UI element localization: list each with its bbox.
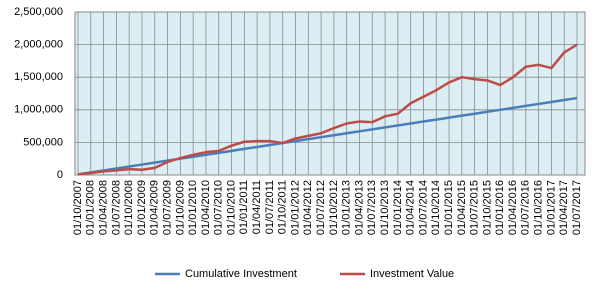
x-tick-label: 01/07/2010 xyxy=(213,180,225,235)
x-tick-label: 01/04/2017 xyxy=(558,180,570,235)
legend-label: Investment Value xyxy=(370,268,454,280)
x-tick-label: 01/10/2015 xyxy=(481,180,493,235)
x-tick-label: 01/04/2008 xyxy=(97,180,109,235)
x-tick-label: 01/10/2012 xyxy=(328,180,340,235)
x-tick-label: 01/07/2011 xyxy=(264,180,276,234)
x-tick-label: 01/01/2011 xyxy=(238,180,250,234)
x-tick-label: 01/01/2017 xyxy=(545,180,557,235)
series-line xyxy=(77,96,578,176)
x-tick-label: 01/07/2016 xyxy=(520,180,532,235)
x-tick-label: 01/10/2007 xyxy=(72,180,84,235)
x-tick-label: 01/04/2011 xyxy=(251,180,263,234)
x-tick-label: 01/04/2012 xyxy=(302,180,314,235)
x-tick-label: 01/01/2016 xyxy=(494,180,506,235)
x-tick-label: 01/01/2009 xyxy=(136,180,148,235)
y-tick-label: 2,500,000 xyxy=(14,6,63,18)
x-tick-label: 01/07/2017 xyxy=(571,180,583,235)
x-tick-label: 01/07/2014 xyxy=(417,180,429,235)
y-tick-label: 500,000 xyxy=(23,136,63,148)
x-tick-label: 01/07/2009 xyxy=(161,180,173,235)
x-tick-label: 01/10/2014 xyxy=(430,180,442,235)
x-tick-label: 01/04/2015 xyxy=(456,180,468,235)
x-tick-label: 01/04/2009 xyxy=(149,180,161,235)
plot-area xyxy=(74,11,586,176)
x-tick-label: 01/10/2011 xyxy=(277,180,289,234)
x-tick-label: 01/10/2008 xyxy=(123,180,135,235)
y-tick-label: 1,000,000 xyxy=(14,104,63,116)
x-tick-label: 01/01/2015 xyxy=(443,180,455,235)
series-line xyxy=(77,43,578,176)
x-tick-label: 01/04/2014 xyxy=(405,180,417,235)
y-tick-label: 0 xyxy=(57,169,63,181)
x-tick-label: 01/04/2010 xyxy=(200,180,212,235)
x-tick-label: 01/04/2013 xyxy=(353,180,365,235)
x-tick-label: 01/07/2012 xyxy=(315,180,327,235)
y-tick-label: 2,000,000 xyxy=(14,39,63,51)
x-tick-label: 01/01/2014 xyxy=(392,180,404,235)
y-tick-label: 1,500,000 xyxy=(14,71,63,83)
x-tick-label: 01/10/2010 xyxy=(225,180,237,235)
x-tick-label: 01/01/2012 xyxy=(289,180,301,235)
x-tick-label: 01/10/2009 xyxy=(174,180,186,235)
x-tick-label: 01/04/2016 xyxy=(507,180,519,235)
x-tick-label: 01/10/2013 xyxy=(379,180,391,235)
x-tick-label: 01/07/2008 xyxy=(110,180,122,235)
x-tick-label: 01/07/2013 xyxy=(366,180,378,235)
x-tick-label: 01/01/2010 xyxy=(187,180,199,235)
x-tick-label: 01/01/2008 xyxy=(85,180,97,235)
x-tick-label: 01/01/2013 xyxy=(341,180,353,235)
legend-label: Cumulative Investment xyxy=(185,268,297,280)
x-tick-label: 01/07/2015 xyxy=(469,180,481,235)
x-tick-label: 01/10/2016 xyxy=(533,180,545,235)
